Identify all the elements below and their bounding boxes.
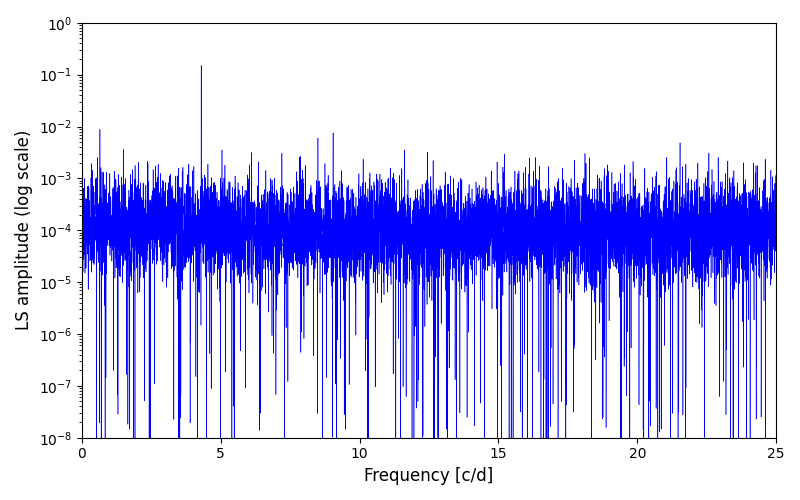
Y-axis label: LS amplitude (log scale): LS amplitude (log scale) bbox=[15, 130, 33, 330]
X-axis label: Frequency [c/d]: Frequency [c/d] bbox=[364, 467, 494, 485]
